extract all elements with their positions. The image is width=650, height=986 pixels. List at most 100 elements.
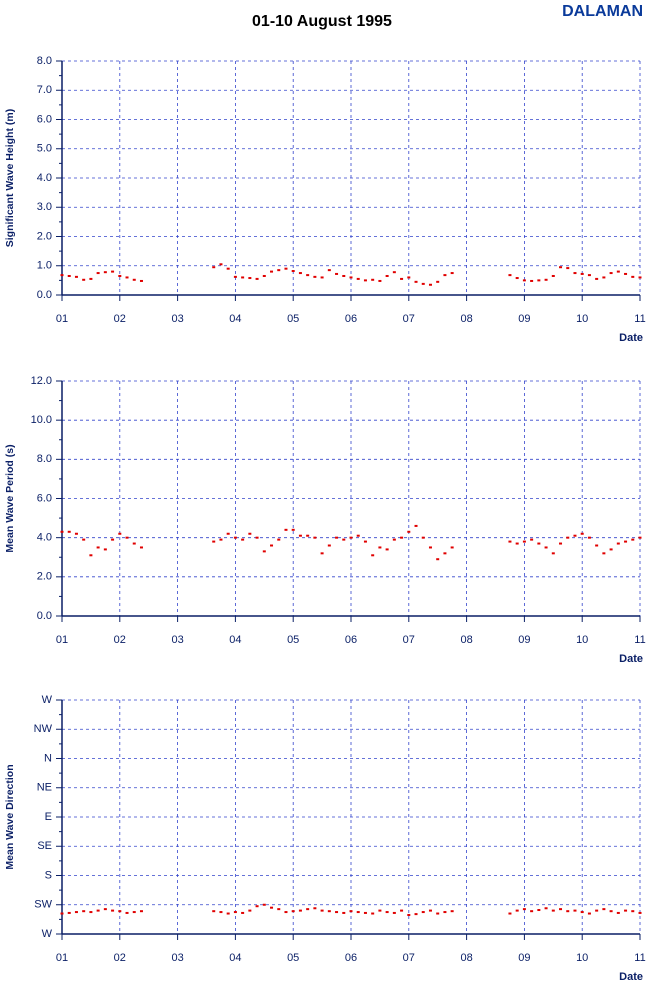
x-tick-label: 03: [171, 313, 183, 325]
data-point: [277, 908, 281, 911]
data-point: [248, 909, 252, 912]
data-point: [515, 542, 519, 545]
x-tick-label: 06: [345, 313, 357, 325]
data-point: [631, 538, 635, 541]
data-point: [74, 911, 78, 914]
data-point: [378, 279, 382, 282]
data-point: [219, 263, 223, 266]
data-point: [226, 267, 230, 270]
data-point: [609, 910, 613, 913]
data-point: [580, 272, 584, 275]
data-point: [335, 272, 339, 275]
data-point: [212, 540, 216, 543]
data-point: [306, 908, 310, 911]
data-point: [371, 912, 375, 915]
data-point: [255, 277, 259, 280]
x-tick-label: 07: [403, 952, 415, 964]
data-point: [414, 524, 418, 527]
x-tick-label: 04: [229, 952, 241, 964]
data-point: [580, 911, 584, 914]
x-tick-label: 09: [518, 313, 530, 325]
y-tick-label: SE: [37, 840, 52, 852]
y-tick-label: 8.0: [37, 55, 52, 67]
data-point: [624, 540, 628, 543]
data-point: [638, 536, 642, 539]
data-point: [385, 548, 389, 551]
x-tick-label: 10: [576, 952, 588, 964]
data-point: [436, 280, 440, 283]
x-tick-label: 01: [56, 634, 68, 646]
data-point: [559, 542, 563, 545]
data-point: [450, 272, 454, 275]
data-point: [255, 905, 259, 908]
data-point: [602, 552, 606, 555]
data-point: [544, 907, 548, 910]
data-point: [262, 903, 266, 906]
x-tick-label: 02: [114, 952, 126, 964]
x-tick-label: 02: [114, 313, 126, 325]
x-tick-label: 01: [56, 952, 68, 964]
y-tick-label: 1.0: [37, 260, 52, 272]
data-point: [537, 909, 541, 912]
data-point: [356, 534, 360, 537]
x-axis-title: Date: [619, 971, 643, 983]
data-point: [219, 911, 223, 914]
x-tick-label: 09: [518, 952, 530, 964]
data-point: [400, 909, 404, 912]
data-point: [270, 270, 274, 273]
data-point: [248, 532, 252, 535]
x-tick-label: 05: [287, 952, 299, 964]
data-point: [60, 274, 64, 277]
y-tick-label: S: [45, 869, 52, 881]
y-tick-label: 2.0: [37, 571, 52, 583]
data-point: [111, 538, 115, 541]
data-point: [638, 911, 642, 914]
data-point: [349, 910, 353, 913]
data-point: [241, 276, 245, 279]
data-point: [255, 536, 259, 539]
data-point: [103, 271, 107, 274]
data-point: [212, 910, 216, 913]
data-point: [363, 540, 367, 543]
data-point: [551, 552, 555, 555]
data-point: [67, 911, 71, 914]
data-point: [616, 911, 620, 914]
data-point: [132, 278, 136, 281]
x-tick-label: 08: [460, 952, 472, 964]
x-tick-label: 06: [345, 952, 357, 964]
data-point: [595, 544, 599, 547]
y-tick-label: N: [44, 752, 52, 764]
data-point: [67, 274, 71, 277]
data-point: [421, 282, 425, 285]
data-point: [363, 911, 367, 914]
data-point: [118, 532, 122, 535]
data-point: [551, 274, 555, 277]
data-point: [392, 911, 396, 914]
x-tick-label: 10: [576, 634, 588, 646]
data-point: [103, 548, 107, 551]
x-tick-label: 06: [345, 634, 357, 646]
data-point: [378, 546, 382, 549]
data-point: [349, 536, 353, 539]
data-point: [508, 540, 512, 543]
y-tick-label: NE: [37, 782, 52, 794]
data-point: [118, 274, 122, 277]
data-point: [82, 538, 86, 541]
data-point: [421, 911, 425, 914]
data-point: [414, 280, 418, 283]
data-point: [371, 278, 375, 281]
data-point: [378, 909, 382, 912]
data-point: [327, 910, 331, 913]
data-point: [335, 536, 339, 539]
x-tick-label: 10: [576, 313, 588, 325]
data-point: [82, 278, 86, 281]
data-point: [291, 910, 295, 913]
data-point: [609, 548, 613, 551]
data-point: [508, 274, 512, 277]
data-point: [241, 538, 245, 541]
data-point: [298, 909, 302, 912]
data-point: [616, 542, 620, 545]
data-point: [226, 532, 230, 535]
data-point: [587, 274, 591, 277]
